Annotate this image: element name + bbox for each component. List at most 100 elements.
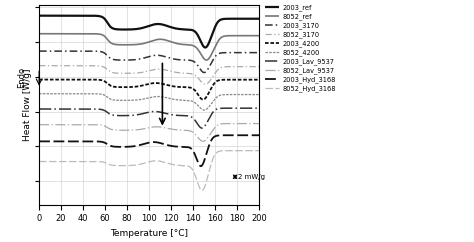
- 2003_4200: [36, 78, 42, 81]
- 2003_Lav_9537: [252, 107, 258, 110]
- Line: 8052_ref: 8052_ref: [39, 34, 259, 60]
- 8052_Hyd_3168: [130, 164, 136, 167]
- 2003_Hyd_3168: [252, 134, 258, 137]
- 2003_4200: [252, 78, 258, 81]
- 8052_3170: [36, 64, 42, 67]
- 2003_ref: [202, 46, 208, 49]
- Line: 2003_Hyd_3168: 2003_Hyd_3168: [39, 135, 259, 166]
- Line: 8052_4200: 8052_4200: [39, 94, 259, 110]
- Line: 8052_3170: 8052_3170: [39, 66, 259, 84]
- 8052_Lav_9537: [61, 123, 67, 126]
- 8052_Lav_9537: [74, 123, 80, 126]
- 8052_4200: [130, 99, 136, 102]
- 2003_Lav_9537: [74, 107, 80, 110]
- 8052_ref: [130, 43, 136, 46]
- 2003_ref: [74, 14, 80, 17]
- 8052_Lav_9537: [121, 129, 127, 132]
- 8052_3170: [256, 65, 262, 68]
- 2003_3170: [61, 50, 67, 53]
- 2003_Lav_9537: [61, 107, 67, 110]
- Text: Endo: Endo: [17, 67, 26, 88]
- 8052_ref: [252, 34, 258, 37]
- 8052_Lav_9537: [256, 122, 262, 125]
- 2003_Lav_9537: [228, 107, 234, 110]
- 2003_Hyd_3168: [36, 140, 42, 143]
- 8052_4200: [61, 92, 67, 95]
- 2003_4200: [61, 78, 67, 81]
- 2003_Lav_9537: [199, 127, 205, 129]
- 2003_Hyd_3168: [121, 145, 127, 148]
- 8052_Hyd_3168: [61, 160, 67, 163]
- 8052_Lav_9537: [200, 140, 206, 143]
- 8052_4200: [256, 93, 262, 96]
- 2003_ref: [256, 17, 262, 20]
- 8052_3170: [61, 64, 67, 67]
- 8052_ref: [36, 32, 42, 35]
- 2003_Lav_9537: [121, 114, 127, 117]
- 2003_3170: [201, 71, 207, 74]
- 8052_3170: [121, 72, 127, 75]
- 8052_ref: [61, 32, 67, 35]
- 2003_4200: [200, 98, 206, 101]
- 8052_ref: [121, 43, 127, 46]
- 2003_4200: [121, 86, 127, 89]
- Line: 2003_Lav_9537: 2003_Lav_9537: [39, 108, 259, 128]
- 8052_Lav_9537: [228, 122, 234, 125]
- 2003_Hyd_3168: [74, 140, 80, 143]
- 2003_4200: [130, 85, 136, 88]
- 2003_3170: [228, 51, 234, 54]
- Line: 8052_Lav_9537: 8052_Lav_9537: [39, 124, 259, 141]
- Text: 2 mW/g: 2 mW/g: [238, 174, 265, 180]
- 8052_ref: [203, 59, 209, 61]
- 8052_3170: [130, 72, 136, 75]
- 8052_ref: [228, 34, 234, 37]
- 8052_3170: [74, 64, 80, 67]
- 8052_Hyd_3168: [256, 149, 262, 152]
- 2003_3170: [121, 59, 127, 61]
- 2003_ref: [121, 28, 127, 31]
- X-axis label: Temperature [°C]: Temperature [°C]: [110, 229, 188, 238]
- 2003_Hyd_3168: [198, 165, 204, 168]
- 8052_Hyd_3168: [121, 164, 127, 167]
- Line: 2003_ref: 2003_ref: [39, 16, 259, 47]
- 2003_Lav_9537: [256, 107, 262, 110]
- 2003_Hyd_3168: [61, 140, 67, 143]
- Y-axis label: Heat Flow [W/g]: Heat Flow [W/g]: [23, 68, 32, 141]
- 8052_Hyd_3168: [228, 149, 234, 152]
- 2003_Hyd_3168: [256, 134, 262, 137]
- 2003_3170: [36, 50, 42, 53]
- 8052_3170: [252, 65, 258, 68]
- 8052_4200: [74, 92, 80, 95]
- 2003_Hyd_3168: [228, 134, 234, 137]
- 2003_ref: [252, 17, 258, 20]
- 2003_ref: [36, 14, 42, 17]
- 2003_Lav_9537: [36, 107, 42, 110]
- 8052_Hyd_3168: [36, 160, 42, 163]
- Line: 2003_4200: 2003_4200: [39, 80, 259, 100]
- 2003_4200: [228, 78, 234, 81]
- Line: 8052_Hyd_3168: 8052_Hyd_3168: [39, 151, 259, 190]
- 2003_ref: [228, 17, 234, 20]
- 8052_4200: [121, 99, 127, 102]
- 2003_3170: [130, 58, 136, 61]
- 8052_3170: [202, 83, 208, 86]
- 2003_3170: [74, 50, 80, 53]
- 8052_Hyd_3168: [74, 160, 80, 163]
- Line: 2003_3170: 2003_3170: [39, 51, 259, 73]
- 2003_Hyd_3168: [130, 145, 136, 148]
- 2003_ref: [130, 28, 136, 31]
- 8052_Hyd_3168: [252, 149, 258, 152]
- 8052_ref: [256, 34, 262, 37]
- 2003_ref: [61, 14, 67, 17]
- 2003_Lav_9537: [130, 114, 136, 117]
- 8052_ref: [74, 32, 80, 35]
- 8052_4200: [36, 92, 42, 95]
- 8052_Hyd_3168: [199, 189, 205, 192]
- 8052_4200: [201, 109, 207, 112]
- 8052_Lav_9537: [130, 129, 136, 131]
- 2003_3170: [252, 51, 258, 54]
- 2003_4200: [256, 78, 262, 81]
- 8052_Lav_9537: [36, 123, 42, 126]
- 8052_4200: [252, 93, 258, 96]
- 2003_3170: [256, 51, 262, 54]
